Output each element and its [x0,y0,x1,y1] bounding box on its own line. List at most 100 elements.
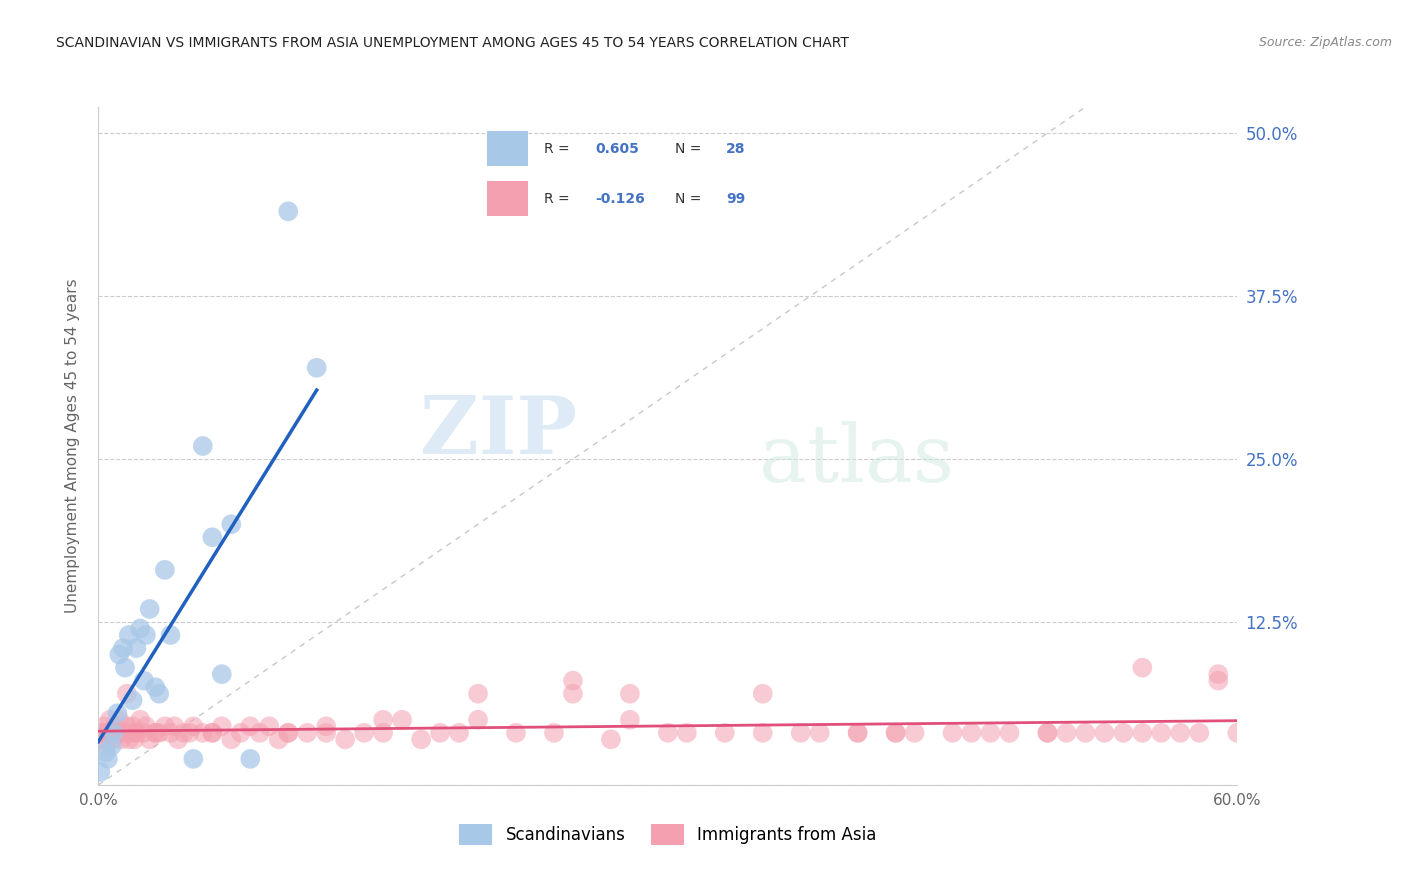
Point [191,439,214,453]
Point [562,687,585,701]
Text: atlas: atlas [759,420,955,499]
Point [103,732,125,747]
Point [1132,660,1154,674]
Point [107,706,129,721]
Point [297,726,319,740]
Point [124,732,146,747]
Point [145,726,167,740]
Point [267,732,290,747]
Point [752,726,775,740]
Point [543,726,565,740]
Point [100,726,122,740]
Point [979,726,1001,740]
Point [91,732,114,747]
Point [371,726,394,740]
Point [391,713,413,727]
Text: SCANDINAVIAN VS IMMIGRANTS FROM ASIA UNEMPLOYMENT AMONG AGES 45 TO 54 YEARS CORR: SCANDINAVIAN VS IMMIGRANTS FROM ASIA UNE… [56,36,849,50]
Point [120,726,142,740]
Point [884,726,907,740]
Point [148,726,170,740]
Point [942,726,965,740]
Point [1056,726,1078,740]
Point [94,745,117,759]
Point [249,726,271,740]
Point [277,726,299,740]
Point [619,687,641,701]
Point [145,680,167,694]
Point [118,628,141,642]
Point [89,764,111,779]
Point [562,673,585,688]
Point [752,687,775,701]
Point [221,517,243,532]
Point [121,719,143,733]
Point [1226,726,1249,740]
Point [259,719,281,733]
Point [371,713,394,727]
Point [107,726,129,740]
Point [846,726,869,740]
Point [1188,726,1211,740]
Point [112,726,135,740]
Point [505,726,527,740]
Point [153,563,176,577]
Point [1208,667,1230,681]
Point [135,719,157,733]
Point [159,726,181,740]
Point [183,752,205,766]
Point [129,622,152,636]
Point [211,667,233,681]
Point [138,602,160,616]
Point [619,713,641,727]
Point [239,719,262,733]
Text: ZIP: ZIP [420,393,576,472]
Point [1132,726,1154,740]
Point [179,726,201,740]
Point [93,719,115,733]
Point [125,726,148,740]
Point [138,732,160,747]
Point [1208,673,1230,688]
Point [135,628,157,642]
Point [145,726,167,740]
Point [714,726,737,740]
Point [110,732,132,747]
Point [884,726,907,740]
Point [129,713,152,727]
Point [315,726,337,740]
Point [846,726,869,740]
Point [201,726,224,740]
Point [790,726,813,740]
Point [125,641,148,656]
Point [1150,726,1173,740]
Point [305,360,328,375]
Point [221,732,243,747]
Point [201,726,224,740]
Point [108,648,131,662]
Point [115,719,138,733]
Point [89,726,111,740]
Point [98,713,121,727]
Point [153,719,176,733]
Point [104,719,127,733]
Point [449,726,471,740]
Point [112,641,135,656]
Point [676,726,699,740]
Point [118,732,141,747]
Point [315,719,337,733]
Point [115,687,138,701]
Point [191,726,214,740]
Point [167,732,190,747]
Point [132,673,155,688]
Point [97,726,120,740]
Point [211,719,233,733]
Point [183,719,205,733]
Point [1170,726,1192,740]
Point [114,660,136,674]
Point [103,726,125,740]
Point [657,726,679,740]
Point [277,726,299,740]
Point [229,726,252,740]
Point [1112,726,1135,740]
Point [429,726,451,740]
